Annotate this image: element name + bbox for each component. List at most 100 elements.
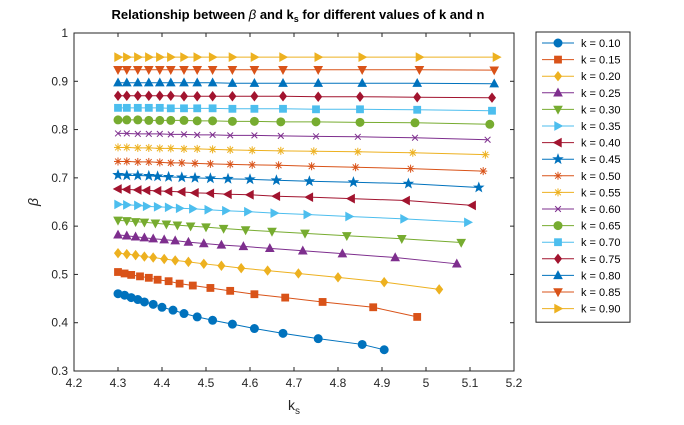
- data-point: [193, 313, 201, 321]
- data-point: [167, 144, 175, 152]
- data-point: [128, 272, 135, 279]
- legend-label: k = 0.65: [581, 221, 620, 233]
- data-point: [319, 299, 326, 306]
- x-tick-label: 4.8: [330, 376, 347, 390]
- x-tick-label: 4.9: [374, 376, 391, 390]
- y-tick-label: 0.9: [51, 74, 68, 88]
- data-point: [156, 104, 163, 111]
- data-point: [209, 117, 217, 125]
- legend-label: k = 0.25: [581, 88, 620, 100]
- data-point: [380, 346, 388, 354]
- data-point: [248, 161, 256, 169]
- y-tick-label: 0.6: [51, 219, 68, 233]
- data-point: [414, 314, 421, 321]
- data-point: [251, 105, 258, 112]
- chart-title: Relationship between β and ks for differ…: [112, 7, 485, 24]
- legend-label: k = 0.70: [581, 237, 620, 249]
- data-point: [137, 273, 144, 280]
- data-point: [194, 105, 201, 112]
- data-point: [409, 149, 417, 157]
- data-point: [176, 280, 183, 287]
- data-point: [180, 116, 188, 124]
- data-point: [314, 335, 322, 343]
- data-point: [251, 291, 258, 298]
- legend-label: k = 0.50: [581, 171, 620, 183]
- data-point: [189, 282, 196, 289]
- data-point: [229, 105, 236, 112]
- data-point: [165, 278, 172, 285]
- data-point: [370, 304, 377, 311]
- legend-label: k = 0.40: [581, 138, 620, 150]
- data-point: [180, 310, 188, 318]
- data-point: [209, 145, 217, 153]
- data-point: [121, 270, 128, 277]
- data-point: [115, 104, 122, 111]
- data-point: [313, 106, 320, 113]
- data-point: [279, 329, 287, 337]
- data-point: [248, 146, 256, 154]
- data-point: [308, 162, 316, 170]
- data-point: [193, 145, 201, 153]
- x-tick-label: 4.5: [198, 376, 215, 390]
- legend-label: k = 0.55: [581, 187, 620, 199]
- data-point: [156, 116, 164, 124]
- data-point: [191, 159, 199, 167]
- data-point: [414, 106, 421, 113]
- data-point: [352, 163, 360, 171]
- data-point: [123, 143, 131, 151]
- y-tick-label: 0.5: [51, 267, 68, 281]
- data-point: [411, 119, 419, 127]
- data-point: [354, 148, 362, 156]
- data-point: [228, 320, 236, 328]
- data-point: [167, 159, 175, 167]
- legend-label: k = 0.80: [581, 270, 620, 282]
- y-tick-label: 0.8: [51, 123, 68, 137]
- data-point: [123, 157, 131, 165]
- data-point: [134, 158, 142, 166]
- data-point: [134, 104, 141, 111]
- y-tick-label: 1: [61, 26, 68, 40]
- data-point: [193, 117, 201, 125]
- x-tick-label: 5.1: [462, 376, 479, 390]
- y-axis-label: β: [25, 198, 41, 207]
- data-point: [149, 300, 157, 308]
- y-tick-label: 0.4: [51, 316, 68, 330]
- legend-label: k = 0.45: [581, 154, 620, 166]
- x-tick-label: 5: [423, 376, 430, 390]
- data-point: [158, 303, 166, 311]
- legend-label: k = 0.20: [581, 71, 620, 83]
- legend-label: k = 0.30: [581, 104, 620, 116]
- data-point: [145, 274, 152, 281]
- data-point: [123, 104, 130, 111]
- data-point: [140, 298, 148, 306]
- x-tick-label: 4.7: [286, 376, 303, 390]
- data-point: [489, 107, 496, 114]
- data-point: [134, 116, 142, 124]
- data-point: [479, 167, 487, 175]
- data-point: [207, 285, 214, 292]
- data-point: [277, 147, 285, 155]
- x-tick-label: 5.2: [506, 376, 523, 390]
- data-point: [154, 276, 161, 283]
- data-point: [169, 306, 177, 314]
- x-tick-label: 4.2: [66, 376, 83, 390]
- data-point: [407, 165, 415, 173]
- data-point: [250, 117, 258, 125]
- data-point: [156, 158, 164, 166]
- y-tick-label: 0.3: [51, 364, 68, 378]
- legend-label: k = 0.75: [581, 254, 620, 266]
- data-point: [209, 105, 216, 112]
- legend-label: k = 0.90: [581, 304, 620, 316]
- x-tick-label: 4.4: [154, 376, 171, 390]
- data-point: [145, 158, 153, 166]
- data-point: [180, 145, 188, 153]
- data-point: [486, 120, 494, 128]
- data-point: [134, 144, 142, 152]
- legend-label: k = 0.15: [581, 55, 620, 67]
- data-point: [358, 340, 366, 348]
- legend-label: k = 0.10: [581, 38, 620, 50]
- y-tick-label: 0.7: [51, 171, 68, 185]
- data-point: [277, 118, 285, 126]
